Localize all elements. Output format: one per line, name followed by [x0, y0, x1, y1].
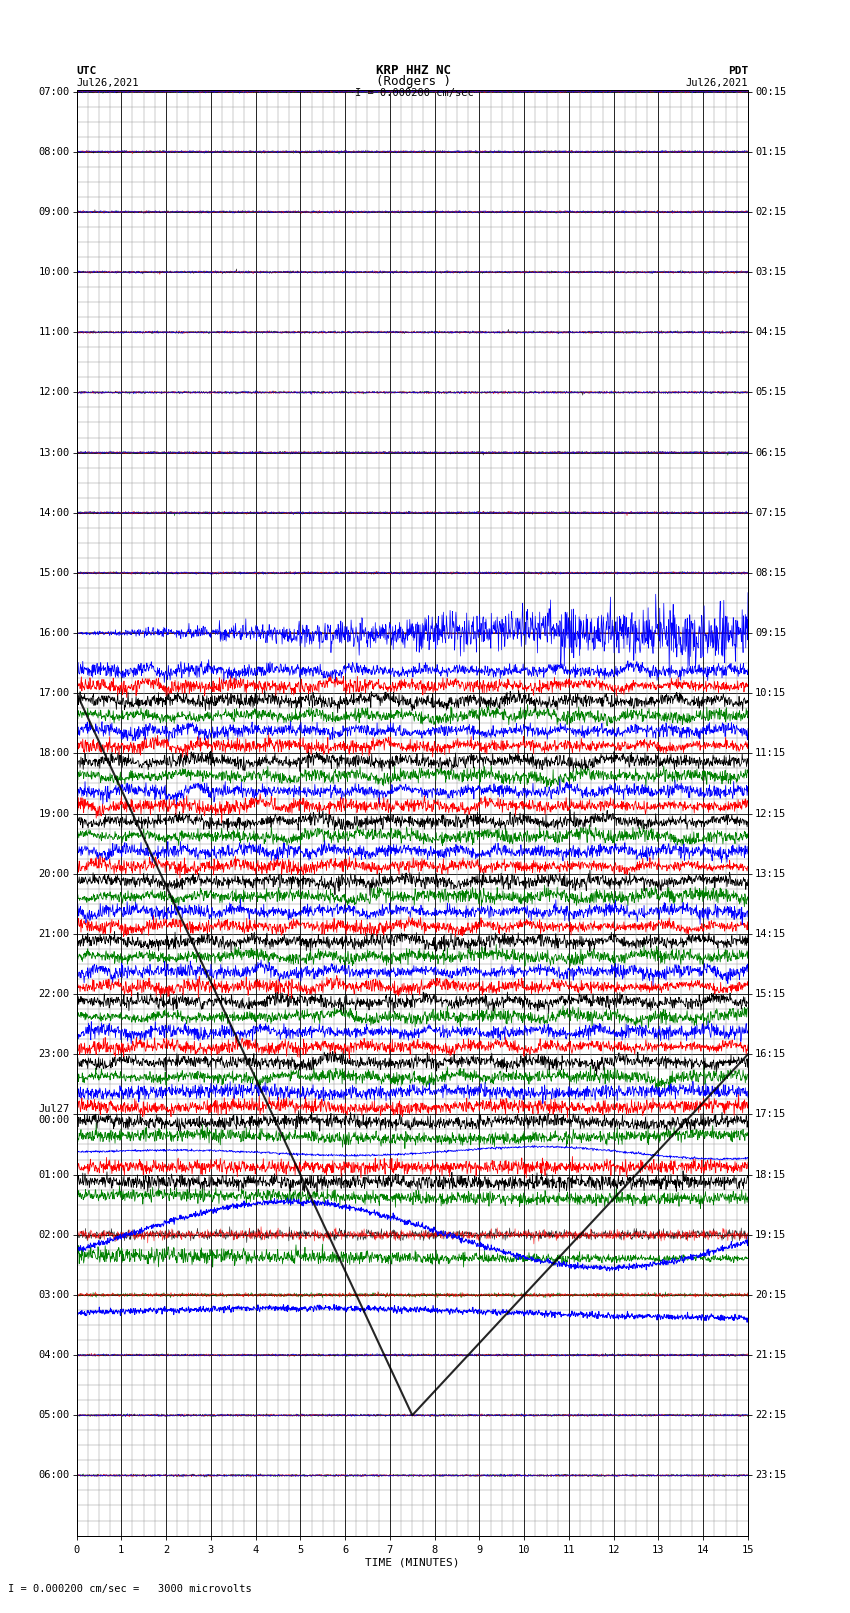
Text: UTC: UTC — [76, 66, 97, 76]
Text: I = 0.000200 cm/sec =   3000 microvolts: I = 0.000200 cm/sec = 3000 microvolts — [8, 1584, 252, 1594]
Text: PDT: PDT — [728, 66, 748, 76]
Text: KRP HHZ NC: KRP HHZ NC — [377, 63, 451, 77]
Text: Jul26,2021: Jul26,2021 — [76, 77, 139, 87]
X-axis label: TIME (MINUTES): TIME (MINUTES) — [365, 1558, 460, 1568]
Text: Jul26,2021: Jul26,2021 — [685, 77, 748, 87]
Text: (Rodgers ): (Rodgers ) — [377, 74, 451, 87]
Text: I = 0.000200 cm/sec: I = 0.000200 cm/sec — [354, 89, 473, 98]
